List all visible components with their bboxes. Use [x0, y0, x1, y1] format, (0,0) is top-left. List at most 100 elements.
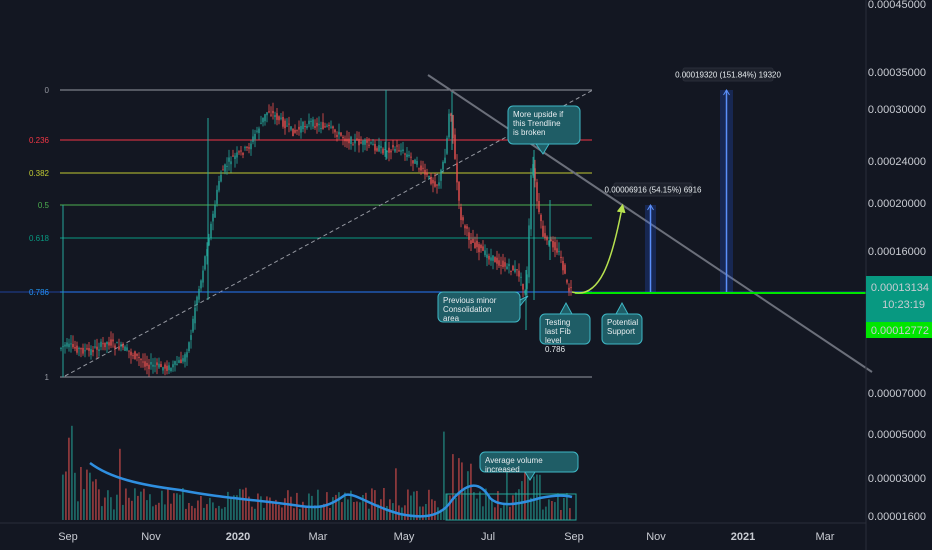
price-tick-label[interactable]: 0.00005000 [868, 429, 926, 441]
candle-body [456, 162, 458, 183]
candle-body [390, 150, 392, 153]
volume-bar [359, 502, 361, 520]
volume-bar [377, 504, 379, 520]
price-tick-label[interactable]: 0.00007000 [868, 388, 926, 400]
candle-body [364, 139, 366, 145]
candle-body [566, 279, 568, 283]
time-tick-label[interactable]: Sep [58, 531, 78, 543]
candle-body [66, 342, 68, 347]
candle-body [104, 342, 106, 348]
measure-label: 0.00006916 (54.15%) 6916 [605, 186, 703, 195]
candle-body [128, 350, 130, 352]
time-tick-label[interactable]: Nov [141, 531, 161, 543]
fib-level-label: 0.236 [29, 136, 50, 145]
candle-body [232, 155, 234, 157]
time-tick-label[interactable]: Nov [646, 531, 666, 543]
bar-countdown[interactable]: 10:23:19 [882, 299, 925, 311]
time-axis[interactable]: Sep Nov 2020 Mar May Jul Sep Nov 2021 Mar [0, 522, 866, 543]
candle-body [74, 347, 76, 349]
candle-body [366, 140, 368, 143]
volume-bar [356, 501, 358, 520]
fib-level-label: 0.618 [29, 234, 50, 243]
candle-body [188, 342, 190, 351]
support-price-value[interactable]: 0.00012772 [871, 325, 929, 337]
volume-bar [548, 499, 550, 520]
candle-body [512, 265, 514, 271]
candle-body [324, 126, 326, 128]
candle-body [120, 344, 122, 347]
candle-body [260, 122, 262, 124]
volume-bar [83, 489, 85, 520]
price-tick-label[interactable]: 0.00001600 [868, 511, 926, 523]
candle-body [168, 365, 170, 371]
volume-bar [86, 469, 88, 520]
volume-bar [197, 500, 199, 520]
price-tick-label[interactable]: 0.00016000 [868, 246, 926, 258]
volume-bar [191, 505, 193, 520]
volume-bar [317, 489, 319, 520]
price-tick-label[interactable]: 0.00035000 [868, 67, 926, 79]
volume-bar [104, 497, 106, 520]
candle-body [98, 349, 100, 351]
volume-bar [455, 498, 457, 520]
candle-body [570, 287, 572, 289]
volume-bar [236, 495, 238, 520]
price-axis[interactable]: 0.00045000 0.00035000 0.00030000 0.00024000… [865, 0, 932, 550]
candle-body [288, 123, 290, 125]
time-tick-label[interactable]: Mar [816, 531, 835, 543]
price-tick-label[interactable]: 0.00024000 [868, 156, 926, 168]
price-tick-label[interactable]: 0.00045000 [868, 0, 926, 11]
candle-body [438, 182, 440, 186]
callout-text: Support [607, 327, 636, 336]
candle-body [64, 344, 66, 347]
time-tick-label[interactable]: Sep [564, 531, 584, 543]
candle-body [316, 122, 318, 127]
volume-bar [425, 504, 427, 520]
candle-body [84, 350, 86, 352]
volume-bar [77, 501, 79, 520]
volume-bar [245, 487, 247, 520]
time-tick-label[interactable]: 2020 [226, 531, 250, 543]
volume-bar [476, 498, 478, 520]
candle-body [70, 343, 72, 345]
volume-bar [305, 507, 307, 520]
candle-body [212, 213, 214, 222]
candle-body [562, 261, 564, 271]
volume-bar [329, 508, 331, 520]
candle-body [250, 143, 252, 150]
candle-body [194, 307, 196, 324]
price-tick-label[interactable]: 0.00020000 [868, 198, 926, 210]
volume-bar [272, 501, 274, 520]
volume-bar [314, 505, 316, 520]
candle-body [436, 184, 438, 186]
price-tick-label[interactable]: 0.00030000 [868, 104, 926, 116]
time-tick-label[interactable]: Jul [481, 531, 495, 543]
volume-bar [239, 488, 241, 520]
current-price-value[interactable]: 0.00013134 [871, 282, 929, 294]
volume-bar [92, 481, 94, 520]
volume-pane [62, 425, 577, 521]
candle-body [268, 111, 270, 113]
candle-body [360, 142, 362, 144]
candle-body [196, 296, 198, 305]
time-tick-label[interactable]: May [394, 531, 415, 543]
candle-body [144, 361, 146, 367]
volume-bar [140, 491, 142, 520]
price-tick-label[interactable]: 0.00003000 [868, 473, 926, 485]
time-tick-label[interactable]: 2021 [731, 531, 755, 543]
volume-bar [566, 493, 568, 520]
candle-body [400, 150, 402, 152]
candle-body [478, 244, 480, 253]
candle-body [476, 240, 478, 248]
candle-body [182, 358, 184, 362]
time-tick-label[interactable]: Mar [309, 531, 328, 543]
candle-body [264, 114, 266, 122]
candle-body [464, 225, 466, 229]
candle-body [282, 117, 284, 127]
volume-bar [500, 508, 502, 520]
candle-body [428, 175, 430, 178]
candle-body [412, 160, 414, 164]
candle-body [474, 242, 476, 249]
candle-body [556, 248, 558, 253]
